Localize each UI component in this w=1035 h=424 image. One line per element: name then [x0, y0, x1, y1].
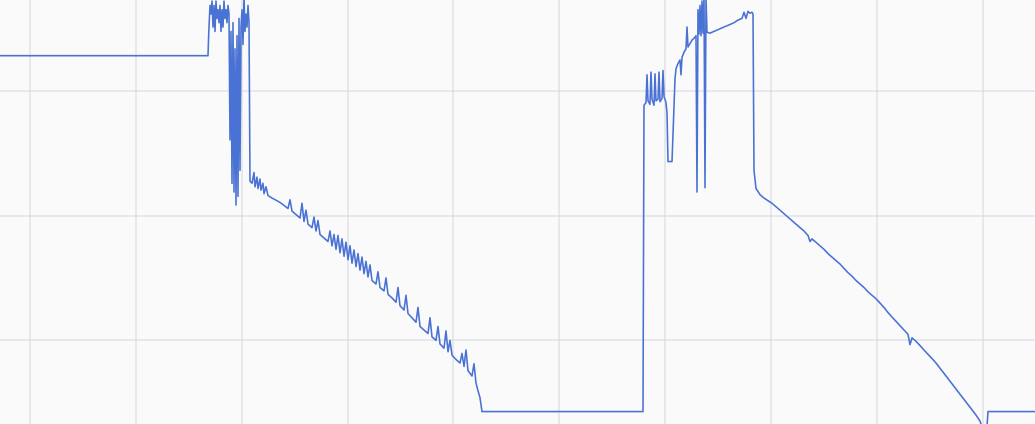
chart-grid — [0, 0, 1035, 424]
line-chart — [0, 0, 1035, 424]
series-line-0 — [0, 0, 1035, 424]
chart-svg — [0, 0, 1035, 424]
chart-series — [0, 0, 1035, 424]
